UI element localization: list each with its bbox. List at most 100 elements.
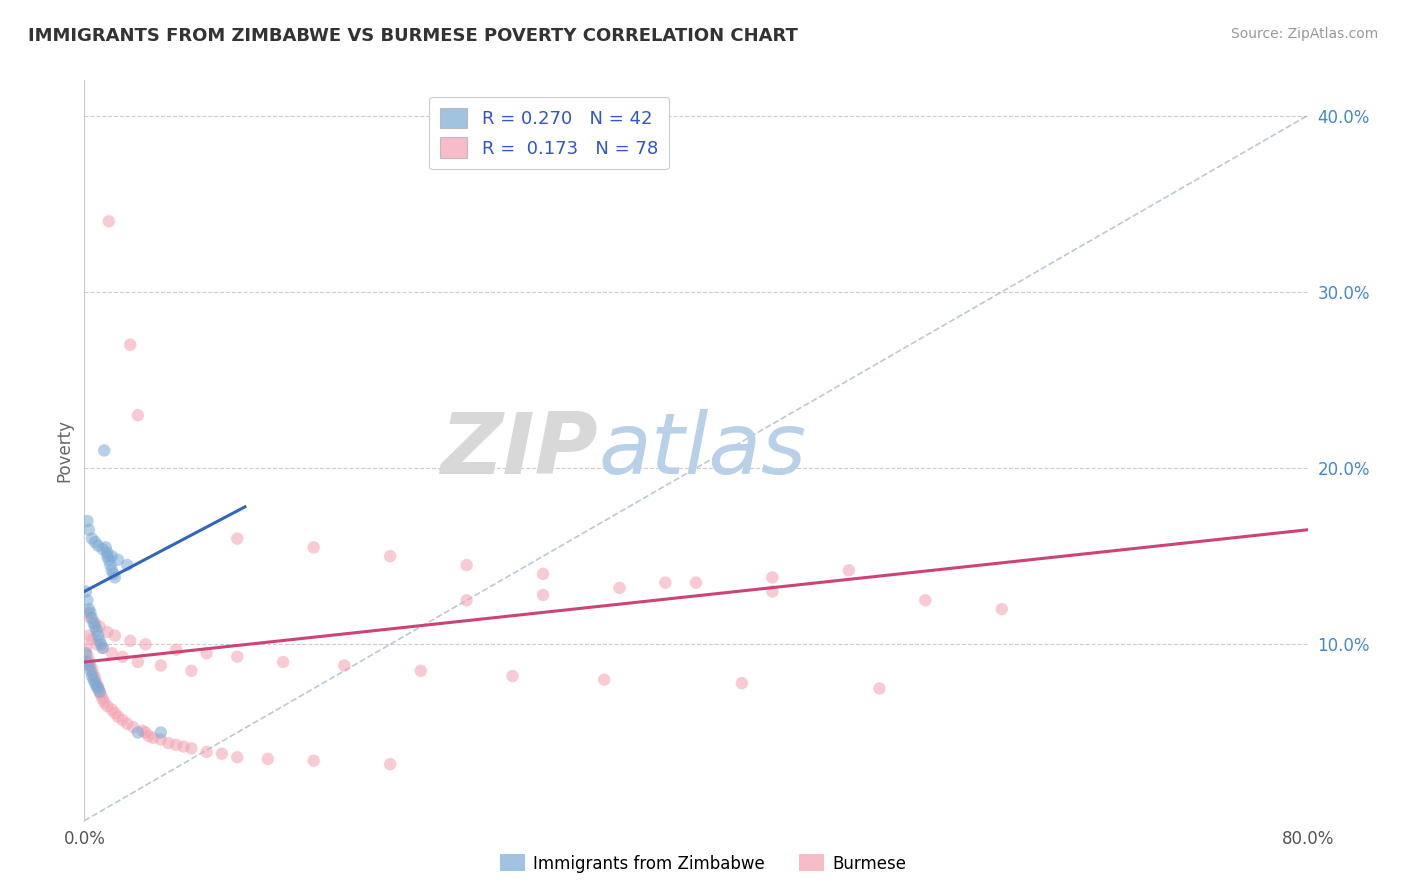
Point — [76, 655, 98, 669]
Point — [79, 611, 101, 625]
Point — [76, 606, 98, 620]
Point — [89, 633, 111, 648]
Point — [84, 671, 107, 685]
Point — [122, 720, 145, 734]
Text: atlas: atlas — [598, 409, 806, 492]
Point — [101, 563, 124, 577]
Point — [111, 649, 134, 664]
Point — [914, 593, 936, 607]
Point — [165, 738, 187, 752]
Point — [131, 723, 153, 738]
Point — [456, 593, 478, 607]
Point — [149, 725, 172, 739]
Point — [84, 676, 107, 690]
Point — [115, 716, 138, 731]
Point — [86, 624, 108, 638]
Point — [111, 713, 134, 727]
Point — [96, 546, 118, 560]
Point — [157, 736, 180, 750]
Point — [115, 558, 138, 572]
Point — [98, 558, 121, 572]
Point — [87, 628, 110, 642]
Point — [271, 655, 294, 669]
Point — [97, 214, 120, 228]
Point — [991, 602, 1014, 616]
Point — [89, 685, 111, 699]
Point — [654, 575, 676, 590]
Point — [77, 653, 100, 667]
Point — [142, 731, 165, 745]
Point — [502, 669, 524, 683]
Point — [96, 549, 118, 564]
Point — [101, 646, 124, 660]
Text: Source: ZipAtlas.com: Source: ZipAtlas.com — [1230, 27, 1378, 41]
Point — [84, 535, 107, 549]
Y-axis label: Poverty: Poverty — [55, 419, 73, 482]
Point — [302, 754, 325, 768]
Point — [90, 689, 112, 703]
Point — [869, 681, 891, 696]
Point — [83, 673, 105, 687]
Point — [226, 649, 249, 664]
Point — [120, 633, 142, 648]
Point — [107, 553, 129, 567]
Point — [135, 637, 157, 651]
Point — [409, 664, 432, 678]
Legend: Immigrants from Zimbabwe, Burmese: Immigrants from Zimbabwe, Burmese — [494, 847, 912, 880]
Point — [195, 646, 218, 660]
Point — [75, 584, 97, 599]
Point — [149, 658, 172, 673]
Point — [138, 729, 160, 743]
Point — [127, 725, 149, 739]
Point — [761, 570, 783, 584]
Point — [531, 566, 554, 581]
Point — [257, 752, 280, 766]
Point — [79, 664, 101, 678]
Point — [127, 408, 149, 422]
Point — [79, 606, 101, 620]
Point — [91, 640, 114, 655]
Point — [96, 625, 118, 640]
Point — [127, 655, 149, 669]
Point — [104, 570, 127, 584]
Point — [195, 745, 218, 759]
Point — [76, 648, 98, 662]
Point — [101, 549, 124, 564]
Point — [77, 523, 100, 537]
Text: ZIP: ZIP — [440, 409, 598, 492]
Point — [685, 575, 707, 590]
Point — [226, 750, 249, 764]
Point — [96, 699, 118, 714]
Point — [226, 532, 249, 546]
Point — [76, 514, 98, 528]
Point — [101, 703, 124, 717]
Point — [211, 747, 233, 761]
Point — [86, 680, 108, 694]
Point — [77, 628, 100, 642]
Point — [87, 681, 110, 696]
Point — [149, 732, 172, 747]
Point — [93, 443, 115, 458]
Point — [89, 620, 111, 634]
Point — [87, 680, 110, 694]
Point — [87, 539, 110, 553]
Point — [180, 741, 202, 756]
Point — [75, 646, 97, 660]
Point — [97, 553, 120, 567]
Point — [104, 628, 127, 642]
Point — [531, 588, 554, 602]
Point — [302, 541, 325, 555]
Point — [94, 541, 117, 555]
Point — [91, 542, 114, 557]
Point — [120, 337, 142, 351]
Point — [80, 611, 103, 625]
Point — [76, 593, 98, 607]
Point — [104, 706, 127, 720]
Point — [609, 581, 631, 595]
Point — [89, 685, 111, 699]
Point — [165, 642, 187, 657]
Point — [91, 640, 114, 655]
Point — [75, 640, 97, 655]
Point — [83, 667, 105, 681]
Point — [86, 637, 108, 651]
